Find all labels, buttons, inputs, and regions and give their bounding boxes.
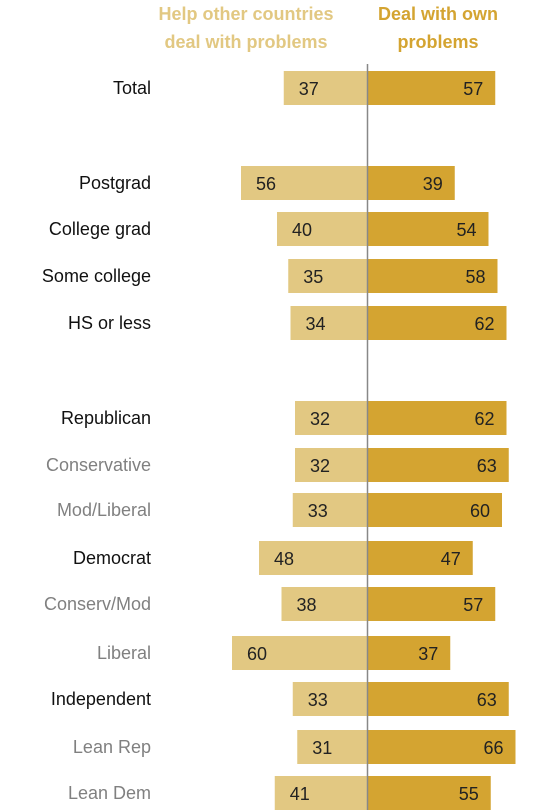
- value-help-lean-rep: 31: [312, 738, 332, 758]
- row-label-postgrad: Postgrad: [79, 173, 151, 193]
- bar-help-postgrad: [241, 166, 367, 200]
- bar-help-hs-or-less: [290, 306, 367, 340]
- value-own-liberal: 37: [418, 644, 438, 664]
- header-own-line-2: problems: [397, 32, 478, 52]
- value-help-conserv-mod: 38: [297, 595, 317, 615]
- bar-own-mod-liberal: [367, 493, 502, 527]
- value-own-lean-rep: 66: [483, 738, 503, 758]
- value-own-republican: 62: [474, 409, 494, 429]
- header-help-line-2: deal with problems: [164, 32, 327, 52]
- column-headers: Help other countries deal with problems De…: [158, 4, 498, 52]
- bar-help-mod-liberal: [292, 493, 367, 527]
- row-label-mod-liberal: Mod/Liberal: [57, 500, 151, 520]
- row-label-democrat: Democrat: [73, 548, 151, 568]
- bar-own-conservative: [367, 448, 509, 482]
- value-help-some-college: 35: [303, 267, 323, 287]
- value-own-college-grad: 54: [456, 220, 476, 240]
- value-own-conservative: 63: [477, 456, 497, 476]
- bar-own-total: [367, 71, 496, 105]
- value-help-conservative: 32: [310, 456, 330, 476]
- value-own-postgrad: 39: [423, 174, 443, 194]
- bar-own-some-college: [367, 259, 498, 293]
- value-help-lean-dem: 41: [290, 784, 310, 804]
- bar-help-lean-dem: [274, 776, 367, 810]
- row-label-conserv-mod: Conserv/Mod: [44, 594, 151, 614]
- bar-help-republican: [295, 401, 367, 435]
- value-own-independent: 63: [477, 690, 497, 710]
- bar-own-democrat: [367, 541, 473, 575]
- bar-own-conserv-mod: [367, 587, 496, 621]
- row-label-lean-rep: Lean Rep: [73, 737, 151, 757]
- row-label-hs-or-less: HS or less: [68, 313, 151, 333]
- bar-own-lean-dem: [367, 776, 491, 810]
- bar-help-some-college: [288, 259, 367, 293]
- bar-help-conservative: [295, 448, 367, 482]
- value-help-liberal: 60: [247, 644, 267, 664]
- value-labels-group: 37 57 56 39 40 54 35 58 34 62 32 62 32 63 33 60 48 47 38 57…: [247, 79, 504, 804]
- bar-own-independent: [367, 682, 509, 716]
- row-label-independent: Independent: [51, 689, 151, 709]
- bar-own-lean-rep: [367, 730, 516, 764]
- value-help-postgrad: 56: [256, 174, 276, 194]
- bar-help-independent: [292, 682, 367, 716]
- bar-help-conserv-mod: [281, 587, 367, 621]
- value-help-hs-or-less: 34: [306, 314, 326, 334]
- value-help-republican: 32: [310, 409, 330, 429]
- value-own-hs-or-less: 62: [474, 314, 494, 334]
- bars-group: [232, 71, 516, 810]
- value-help-total: 37: [299, 79, 319, 99]
- value-own-mod-liberal: 60: [470, 501, 490, 521]
- bar-own-hs-or-less: [367, 306, 507, 340]
- value-own-some-college: 58: [465, 267, 485, 287]
- row-label-lean-dem: Lean Dem: [68, 783, 151, 803]
- value-help-democrat: 48: [274, 549, 294, 569]
- bar-own-postgrad: [367, 166, 455, 200]
- value-help-mod-liberal: 33: [308, 501, 328, 521]
- value-own-democrat: 47: [441, 549, 461, 569]
- row-labels-group: Total Postgrad College grad Some college HS …: [42, 78, 151, 803]
- row-label-college-grad: College grad: [49, 219, 151, 239]
- value-own-lean-dem: 55: [459, 784, 479, 804]
- bar-help-total: [283, 71, 367, 105]
- row-label-liberal: Liberal: [97, 643, 151, 663]
- bar-own-republican: [367, 401, 507, 435]
- bar-help-lean-rep: [297, 730, 367, 764]
- header-own-line-1: Deal with own: [378, 4, 498, 24]
- row-label-total: Total: [113, 78, 151, 98]
- value-own-total: 57: [463, 79, 483, 99]
- value-own-conserv-mod: 57: [463, 595, 483, 615]
- bar-help-democrat: [259, 541, 367, 575]
- value-help-college-grad: 40: [292, 220, 312, 240]
- row-label-conservative: Conservative: [46, 455, 151, 475]
- row-label-republican: Republican: [61, 408, 151, 428]
- bar-help-college-grad: [277, 212, 367, 246]
- header-help-line-1: Help other countries: [158, 4, 333, 24]
- bar-own-liberal: [367, 636, 451, 670]
- row-label-some-college: Some college: [42, 266, 151, 286]
- bar-help-liberal: [232, 636, 367, 670]
- value-help-independent: 33: [308, 690, 328, 710]
- bar-own-college-grad: [367, 212, 489, 246]
